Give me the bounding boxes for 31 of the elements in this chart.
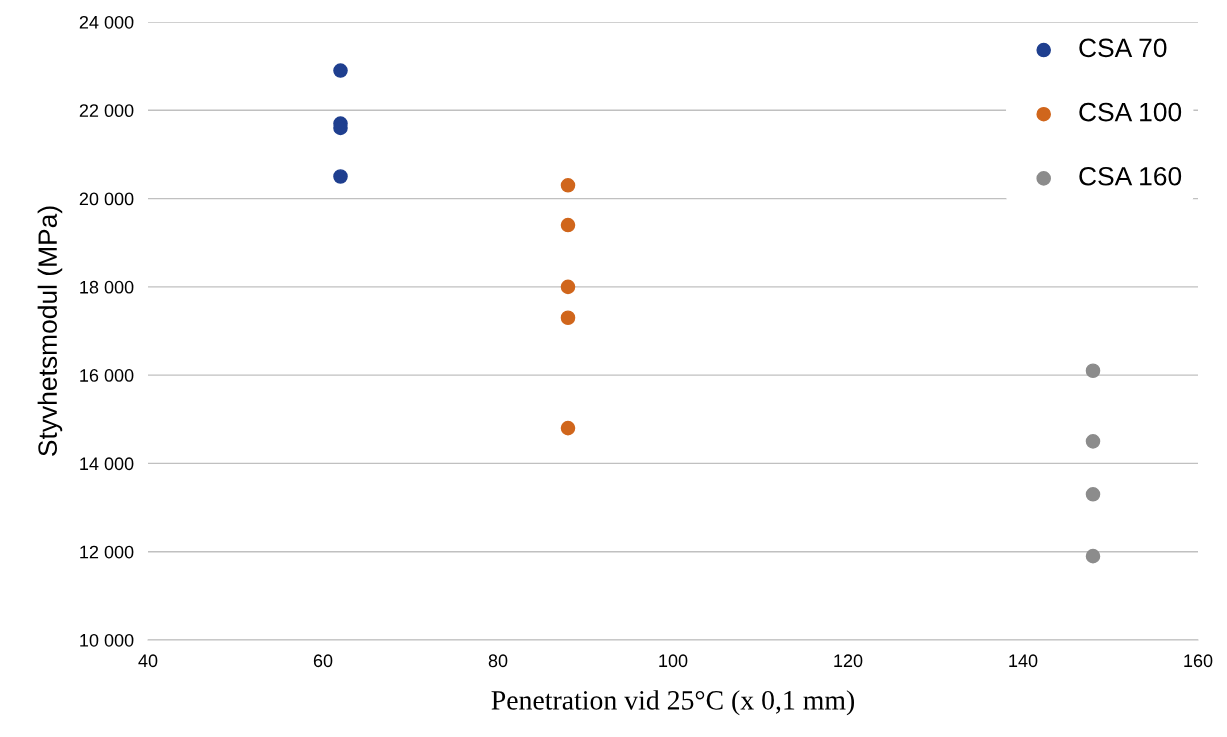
point [1085, 487, 1101, 502]
point [560, 217, 576, 233]
y-tick-label: 14 000 [80, 457, 134, 471]
y-tick-label: 20 000 [79, 192, 134, 206]
point [560, 420, 576, 436]
point [1085, 363, 1101, 379]
x-tick-label: 160 [1184, 654, 1213, 668]
y-tick-label: 16 000 [80, 369, 134, 382]
y-tick-label: 24 000 [79, 15, 134, 29]
point [560, 279, 576, 295]
legend-label: CSA 100 [1079, 102, 1182, 122]
x-tick-label: 60 [313, 654, 333, 668]
legend-label: CSA 160 [1079, 166, 1182, 186]
y-tick-label: 18 000 [80, 280, 134, 294]
legend-label: CSA 70 [1079, 38, 1167, 58]
point [333, 63, 348, 78]
y-tick-label: 22 000 [79, 104, 134, 118]
x-tick-label: 40 [138, 654, 158, 668]
x-tick-label: 100 [659, 654, 688, 668]
y-tick-label: 10 000 [80, 633, 134, 647]
point [333, 169, 348, 184]
x-tick-label: 120 [834, 654, 863, 668]
x-tick-label: 140 [1009, 654, 1038, 668]
point [560, 310, 576, 326]
point [560, 178, 576, 193]
point [1085, 548, 1101, 564]
y-axis-title: Styvhetsmodul (MPa) [37, 206, 63, 456]
x-axis-title: Penetration vid 25°C (x 0,1 mm) [491, 690, 855, 716]
y-tick-label: 12 000 [80, 545, 134, 559]
x-tick-label: 80 [488, 654, 508, 668]
point [1085, 434, 1101, 449]
